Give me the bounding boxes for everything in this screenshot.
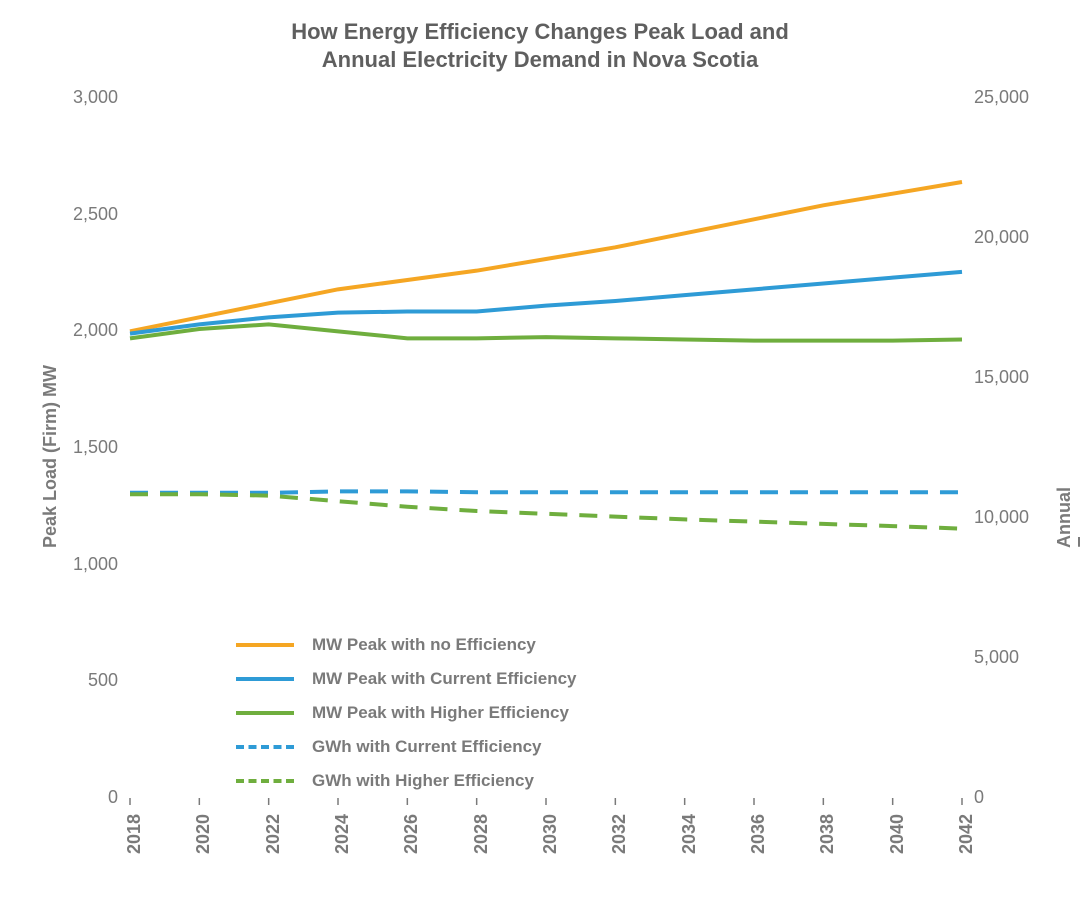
legend-label: MW Peak with Current Efficiency bbox=[312, 669, 577, 689]
x-tick-label: 2022 bbox=[263, 814, 284, 854]
x-tick-label: 2024 bbox=[332, 814, 353, 854]
legend-label: MW Peak with Higher Efficiency bbox=[312, 703, 569, 723]
y-right-tick-label: 15,000 bbox=[974, 367, 1029, 388]
legend-label: GWh with Current Efficiency bbox=[312, 737, 542, 757]
chart-title: How Energy Efficiency Changes Peak Load … bbox=[0, 18, 1080, 73]
series-line bbox=[130, 491, 962, 492]
x-tick-label: 2026 bbox=[401, 814, 422, 854]
y-left-tick-label: 0 bbox=[108, 787, 118, 808]
y-right-tick-label: 0 bbox=[974, 787, 984, 808]
legend-swatch bbox=[236, 677, 294, 681]
y-right-tick-label: 10,000 bbox=[974, 507, 1029, 528]
x-tick-label: 2028 bbox=[471, 814, 492, 854]
legend-item: MW Peak with no Efficiency bbox=[236, 628, 577, 662]
legend-swatch bbox=[236, 779, 294, 783]
y-left-tick-label: 1,500 bbox=[73, 437, 118, 458]
legend-item: GWh with Current Efficiency bbox=[236, 730, 577, 764]
x-tick-label: 2038 bbox=[817, 814, 838, 854]
y-left-tick-label: 2,500 bbox=[73, 204, 118, 225]
y-left-tick-label: 1,000 bbox=[73, 554, 118, 575]
chart-title-line1: How Energy Efficiency Changes Peak Load … bbox=[0, 18, 1080, 46]
y-right-tick-label: 25,000 bbox=[974, 87, 1029, 108]
legend-item: MW Peak with Higher Efficiency bbox=[236, 696, 577, 730]
legend-swatch bbox=[236, 643, 294, 647]
legend-item: MW Peak with Current Efficiency bbox=[236, 662, 577, 696]
chart-title-line2: Annual Electricity Demand in Nova Scotia bbox=[0, 46, 1080, 74]
legend: MW Peak with no Efficiency MW Peak with C… bbox=[236, 628, 577, 798]
legend-swatch bbox=[236, 745, 294, 749]
y-left-tick-label: 500 bbox=[88, 670, 118, 691]
x-tick-label: 2040 bbox=[887, 814, 908, 854]
series-line bbox=[130, 182, 962, 331]
x-tick-label: 2030 bbox=[540, 814, 561, 854]
x-tick-label: 2036 bbox=[748, 814, 769, 854]
y-right-tick-label: 5,000 bbox=[974, 647, 1019, 668]
y-left-axis-label: Peak Load (Firm) MW bbox=[40, 365, 61, 548]
y-left-tick-label: 2,000 bbox=[73, 320, 118, 341]
y-right-tick-label: 20,000 bbox=[974, 227, 1029, 248]
x-tick-label: 2020 bbox=[193, 814, 214, 854]
legend-swatch bbox=[236, 711, 294, 715]
x-tick-label: 2032 bbox=[609, 814, 630, 854]
x-tick-label: 2034 bbox=[679, 814, 700, 854]
y-left-tick-label: 3,000 bbox=[73, 87, 118, 108]
x-tick-label: 2018 bbox=[124, 814, 145, 854]
series-line bbox=[130, 494, 962, 528]
chart-container: How Energy Efficiency Changes Peak Load … bbox=[0, 0, 1080, 922]
x-tick-label: 2042 bbox=[956, 814, 977, 854]
legend-label: GWh with Higher Efficiency bbox=[312, 771, 534, 791]
legend-label: MW Peak with no Efficiency bbox=[312, 635, 536, 655]
legend-item: GWh with Higher Efficiency bbox=[236, 764, 577, 798]
series-line bbox=[130, 324, 962, 340]
y-right-axis-label: Annual Energy (GWh) bbox=[1054, 487, 1080, 548]
